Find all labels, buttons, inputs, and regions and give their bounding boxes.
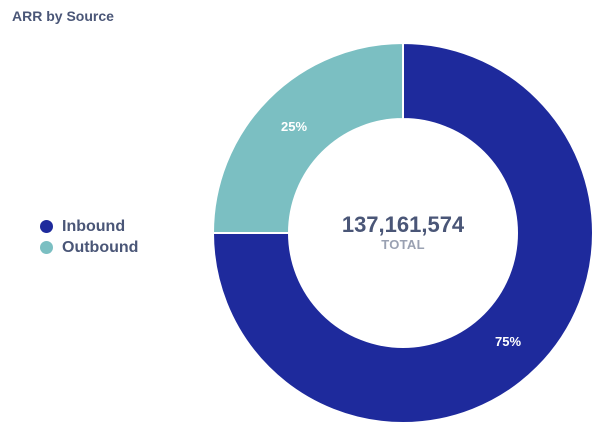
chart-legend: Inbound Outbound [40, 216, 138, 258]
inbound-swatch-icon [40, 220, 53, 233]
chart-title: ARR by Source [12, 8, 114, 24]
slice-outbound[interactable] [211, 41, 404, 234]
slice-label-outbound: 25% [281, 119, 308, 134]
legend-item-inbound[interactable]: Inbound [40, 216, 138, 237]
total-label: TOTAL [381, 237, 425, 252]
slice-inbound[interactable] [211, 41, 594, 424]
donut-center: 137,161,574 TOTAL [303, 212, 503, 252]
legend-label-inbound: Inbound [62, 217, 126, 235]
slice-label-inbound: 75% [495, 334, 522, 349]
outbound-swatch-icon [40, 241, 53, 254]
legend-label-outbound: Outbound [62, 238, 139, 256]
total-value: 137,161,574 [341, 212, 465, 237]
legend-item-outbound[interactable]: Outbound [40, 237, 138, 258]
